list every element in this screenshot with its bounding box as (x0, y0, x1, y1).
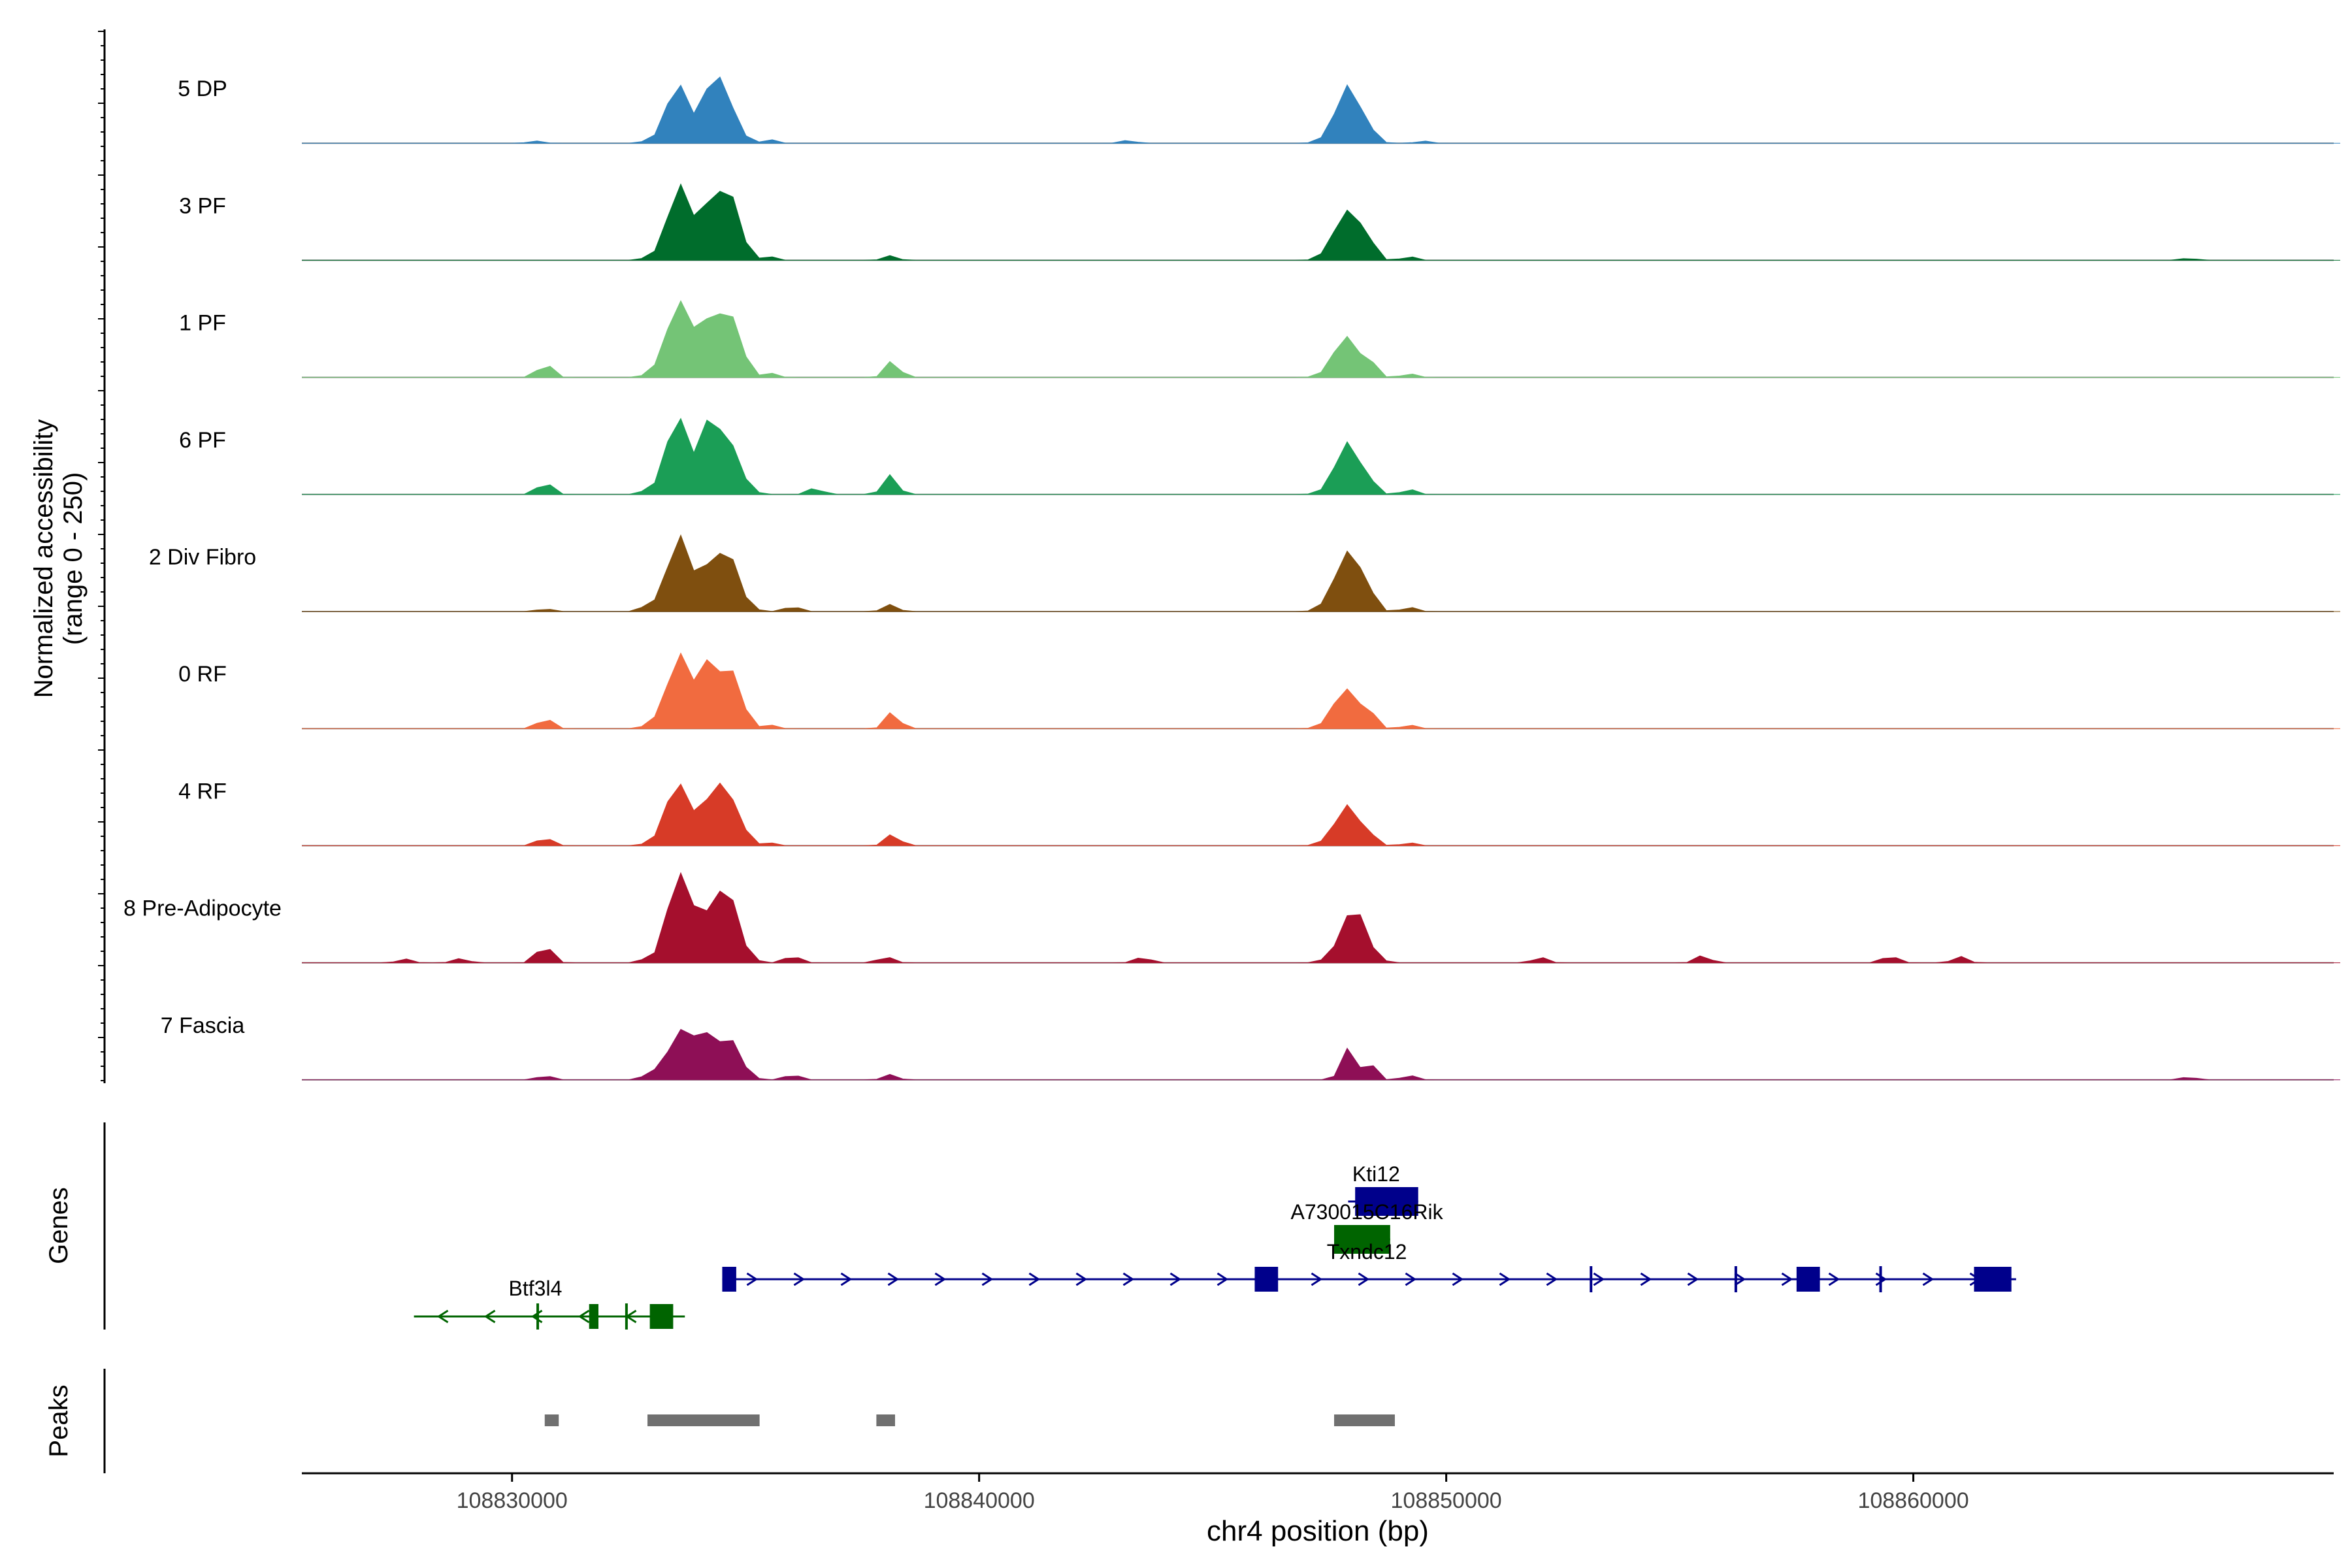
coverage-area (302, 872, 2340, 964)
track-7: 4 RF (178, 779, 2340, 847)
x-tick-label: 108840000 (924, 1488, 1035, 1513)
track-3: 1 PF (179, 300, 2340, 378)
x-tick-label: 108860000 (1857, 1488, 1968, 1513)
strand-arrow (1028, 1272, 1041, 1286)
strand-arrow (436, 1309, 449, 1324)
strand-arrow (793, 1272, 806, 1286)
track-6: 0 RF (178, 652, 2340, 730)
coverage-area (302, 1028, 2340, 1081)
gene-exon (1254, 1267, 1279, 1292)
strand-arrow (1311, 1272, 1323, 1286)
strand-arrow (1922, 1272, 1935, 1286)
gene-label: Kti12 (1352, 1162, 1400, 1186)
strand-arrow (1687, 1272, 1699, 1286)
coverage-area (302, 782, 2340, 846)
track-label: 5 DP (178, 76, 227, 101)
track-label: 3 PF (179, 193, 226, 218)
peak-bar (647, 1414, 760, 1426)
tracks: 5 DP 3 PF 1 PF 6 PF 2 Div Fibro 0 RF 4 RF 8 Pre… (123, 76, 2340, 1081)
gene-exon (722, 1267, 736, 1292)
strand-arrow (1499, 1272, 1511, 1286)
y-axis-range-label: (range 0 - 250) (59, 472, 88, 645)
strand-arrow (981, 1272, 994, 1286)
track-5: 2 Div Fibro (149, 534, 2340, 612)
strand-arrow (483, 1309, 496, 1324)
x-tick-label: 108830000 (457, 1488, 568, 1513)
track-label: 1 PF (179, 311, 226, 336)
strand-arrow (1122, 1272, 1135, 1286)
strand-arrow (1640, 1272, 1652, 1286)
strand-arrow (887, 1272, 900, 1286)
track-1: 5 DP (178, 76, 2340, 144)
track-label: 0 RF (178, 662, 227, 687)
peaks-panel-label: Peaks (44, 1384, 73, 1457)
strand-arrow (578, 1309, 590, 1324)
strand-arrow (1593, 1272, 1605, 1286)
strand-arrow (840, 1272, 853, 1286)
track-8: 8 Pre-Adipocyte (123, 872, 2340, 964)
coverage-area (302, 183, 2340, 261)
track-2: 3 PF (179, 183, 2340, 261)
y-axis-label: Normalized accessibility (29, 419, 58, 698)
track-label: 7 Fascia (161, 1013, 245, 1038)
coverage-area (302, 652, 2340, 729)
gene-a730015c16rik: A730015C16Rik (1291, 1200, 1444, 1254)
tracks-y-ticks (98, 31, 105, 1081)
gene-exon (1974, 1267, 2012, 1292)
strand-arrow (1828, 1272, 1840, 1286)
x-axis-label: chr4 position (bp) (1207, 1515, 1429, 1547)
gene-exon (649, 1304, 674, 1329)
strand-arrow (1358, 1272, 1370, 1286)
gene-txndc12: Txndc12 (722, 1240, 2016, 1292)
strand-arrow (1217, 1272, 1229, 1286)
gene-exon (1355, 1187, 1418, 1216)
coverage-area (302, 417, 2340, 495)
strand-arrow (1452, 1272, 1464, 1286)
strand-arrow (1075, 1272, 1088, 1286)
strand-arrow (1169, 1272, 1182, 1286)
gene-label: A730015C16Rik (1291, 1200, 1444, 1224)
peak-regions (544, 1414, 1395, 1426)
coverage-area (302, 300, 2340, 378)
gene-annotations: Btf3l4 Kti12 A730015C16Rik Txndc12 (414, 1162, 2016, 1330)
coverage-area (302, 534, 2340, 612)
gene-exon (1334, 1225, 1390, 1254)
track-label: 2 Div Fibro (149, 545, 256, 570)
gene-label: Txndc12 (1327, 1240, 1407, 1264)
strand-arrow (746, 1272, 759, 1286)
genes-panel-label: Genes (44, 1187, 73, 1264)
track-label: 8 Pre-Adipocyte (123, 896, 282, 921)
track-9: 7 Fascia (161, 1013, 2340, 1081)
track-4: 6 PF (179, 417, 2340, 495)
strand-arrow (1734, 1272, 1746, 1286)
track-label: 6 PF (179, 428, 226, 453)
gene-btf3l4: Btf3l4 (414, 1277, 685, 1330)
peak-bar (544, 1414, 559, 1426)
strand-arrow (1875, 1272, 1887, 1286)
x-tick-label: 108850000 (1391, 1488, 1502, 1513)
strand-arrow (1781, 1272, 1793, 1286)
gene-exon (589, 1304, 598, 1329)
gene-label: Btf3l4 (509, 1277, 563, 1300)
coverage-area (302, 76, 2340, 144)
peak-bar (1334, 1414, 1395, 1426)
strand-arrow (1405, 1272, 1417, 1286)
gene-exon (1796, 1267, 1820, 1292)
gene-kti12: Kti12 (1348, 1162, 1418, 1216)
peak-bar (876, 1414, 895, 1426)
track-label: 4 RF (178, 779, 227, 804)
strand-arrow (1546, 1272, 1558, 1286)
strand-arrow (934, 1272, 947, 1286)
x-axis: 108830000 108840000 108850000 108860000 (457, 1473, 1969, 1513)
